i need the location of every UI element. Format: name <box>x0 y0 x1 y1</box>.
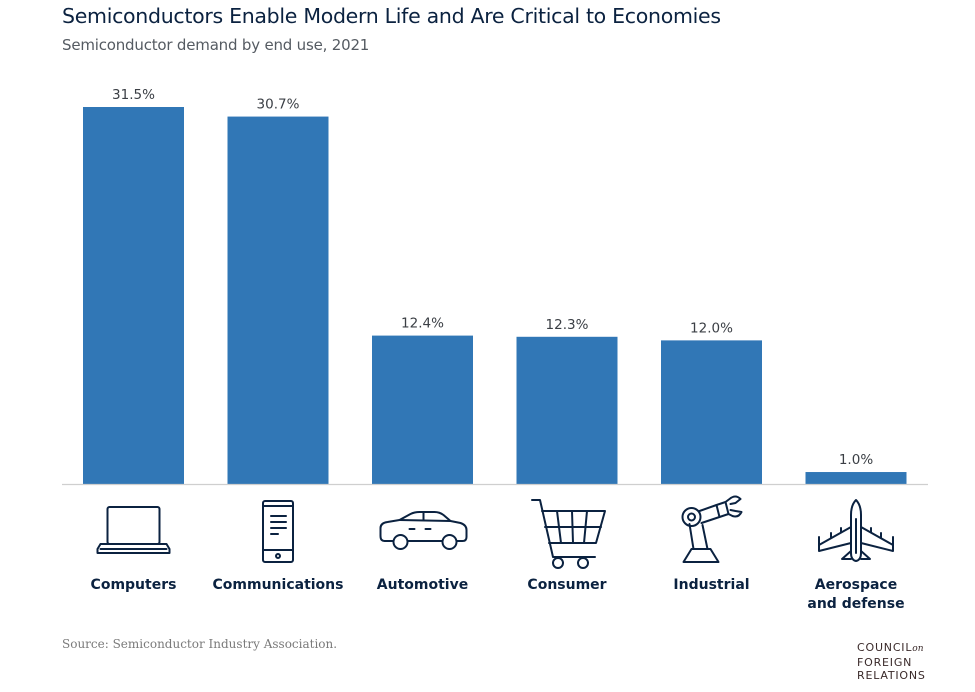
value-label: 12.0% <box>690 320 733 336</box>
bar-computers <box>83 107 184 484</box>
shopping-cart-icon <box>531 499 606 569</box>
category-label: Consumer <box>527 577 606 593</box>
category-labels-group: Computers Communications Automotive Consume… <box>91 577 905 612</box>
value-labels-group: 31.5% 30.7% 12.4% 12.3% 12.0% 1.0% <box>112 87 873 468</box>
robot-arm-icon <box>681 495 743 563</box>
bar-industrial <box>661 340 762 484</box>
bar-aerospace-and-defense <box>805 472 907 484</box>
category-label: Aerospace <box>815 577 897 593</box>
logo-on: on <box>912 644 924 654</box>
chart-title: Semiconductors Enable Modern Life and Ar… <box>62 4 721 28</box>
bars-group <box>83 107 907 485</box>
logo-council: COUNCIL <box>857 641 913 654</box>
category-label: Industrial <box>673 577 749 593</box>
value-label: 12.3% <box>546 317 589 333</box>
car-icon <box>379 511 468 550</box>
category-label: Communications <box>213 577 344 593</box>
laptop-icon <box>96 506 171 554</box>
source-note: Source: Semiconductor Industry Associati… <box>62 637 338 651</box>
category-icons-group <box>96 495 894 569</box>
bar-communications <box>227 116 329 485</box>
category-label: Computers <box>91 577 177 593</box>
category-label: and defense <box>807 596 904 612</box>
value-label: 1.0% <box>839 452 873 468</box>
logo-relations: RELATIONS <box>857 669 926 682</box>
bar-automotive <box>372 335 473 484</box>
fighter-jet-icon <box>818 499 894 562</box>
value-label: 12.4% <box>401 316 444 332</box>
value-label: 31.5% <box>112 87 155 103</box>
bar-consumer <box>516 336 618 484</box>
category-label: Automotive <box>377 577 468 593</box>
logo-foreign: FOREIGN <box>857 656 913 669</box>
smartphone-icon <box>262 500 294 563</box>
value-label: 30.7% <box>257 97 300 113</box>
cfr-logo: COUNCILon FOREIGN RELATIONS <box>857 641 926 682</box>
chart-subtitle: Semiconductor demand by end use, 2021 <box>62 36 370 54</box>
